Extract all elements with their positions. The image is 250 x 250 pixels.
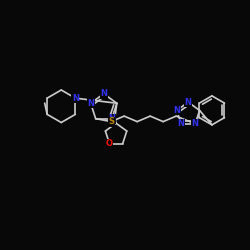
Text: N: N bbox=[173, 106, 180, 115]
Text: N: N bbox=[100, 89, 107, 98]
Text: N: N bbox=[87, 99, 94, 108]
Text: N: N bbox=[192, 119, 199, 128]
Text: N: N bbox=[178, 119, 184, 128]
Text: N: N bbox=[72, 94, 79, 102]
Text: O: O bbox=[106, 139, 113, 148]
Text: N: N bbox=[108, 114, 115, 123]
Text: S: S bbox=[108, 117, 114, 126]
Text: N: N bbox=[185, 98, 192, 106]
